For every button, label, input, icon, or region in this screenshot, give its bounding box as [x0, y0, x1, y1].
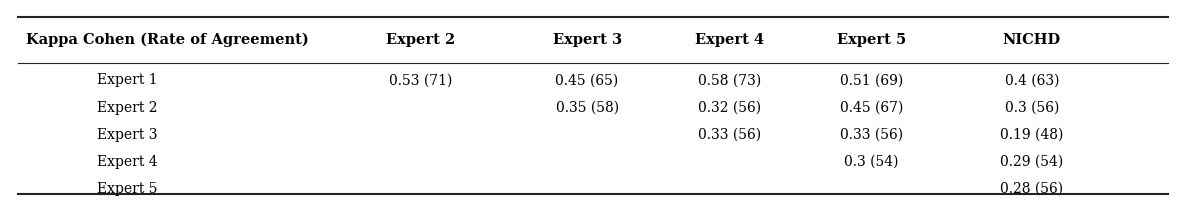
Text: 0.58 (73): 0.58 (73)	[697, 73, 761, 87]
Text: 0.33 (56): 0.33 (56)	[840, 127, 904, 141]
Text: 0.51 (69): 0.51 (69)	[840, 73, 904, 87]
Text: Expert 4: Expert 4	[695, 33, 764, 47]
Text: 0.28 (56): 0.28 (56)	[1000, 181, 1064, 195]
Text: Expert 1: Expert 1	[97, 73, 158, 87]
Text: 0.29 (54): 0.29 (54)	[1000, 154, 1064, 168]
Text: Expert 2: Expert 2	[97, 100, 158, 114]
Text: 0.4 (63): 0.4 (63)	[1005, 73, 1059, 87]
Text: 0.45 (65): 0.45 (65)	[555, 73, 619, 87]
Text: Expert 5: Expert 5	[837, 33, 906, 47]
Text: Expert 4: Expert 4	[97, 154, 158, 168]
Text: Expert 3: Expert 3	[97, 127, 158, 141]
Text: 0.53 (71): 0.53 (71)	[389, 73, 453, 87]
Text: Expert 2: Expert 2	[387, 33, 455, 47]
Text: Expert 5: Expert 5	[97, 181, 158, 195]
Text: 0.45 (67): 0.45 (67)	[840, 100, 904, 114]
Text: 0.32 (56): 0.32 (56)	[697, 100, 761, 114]
Text: 0.3 (56): 0.3 (56)	[1005, 100, 1059, 114]
Text: 0.33 (56): 0.33 (56)	[697, 127, 761, 141]
Text: NICHD: NICHD	[1002, 33, 1061, 47]
Text: Expert 3: Expert 3	[553, 33, 621, 47]
Text: 0.35 (58): 0.35 (58)	[555, 100, 619, 114]
Text: 0.3 (54): 0.3 (54)	[844, 154, 899, 168]
Text: Kappa Cohen (Rate of Agreement): Kappa Cohen (Rate of Agreement)	[26, 33, 308, 47]
Text: 0.19 (48): 0.19 (48)	[1000, 127, 1064, 141]
